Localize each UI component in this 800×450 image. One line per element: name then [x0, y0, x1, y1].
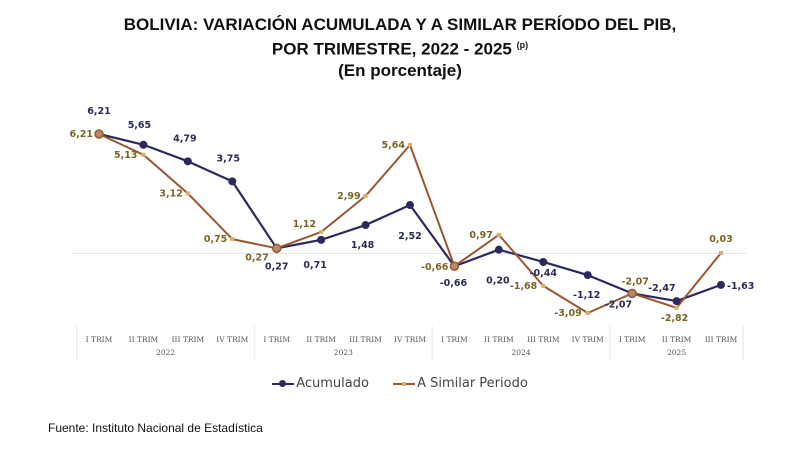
legend-marker-acumulado — [279, 379, 287, 387]
data-point-similar — [496, 232, 501, 237]
title-line-2-text: POR TRIMESTRE, 2022 - 2025 — [271, 39, 512, 59]
axis-category-label: IV TRIM — [572, 335, 604, 344]
data-point-acumulado — [317, 235, 326, 244]
data-point-similar — [363, 193, 368, 198]
data-label-similar: 6,21 — [70, 129, 93, 140]
data-point-similar — [674, 305, 679, 310]
data-label-similar: -3,09 — [554, 308, 581, 319]
legend-marker-similar — [402, 381, 407, 386]
data-label-acumulado: -1,63 — [727, 281, 754, 292]
axis-category-label: II TRIM — [484, 335, 514, 344]
axis-category-label: I TRIM — [263, 335, 290, 344]
chart-legend: Acumulado A Similar Periodo — [0, 376, 800, 393]
data-point-acumulado — [539, 257, 548, 266]
axis-year-label: 2022 — [156, 348, 175, 357]
legend-swatch-acumulado — [272, 379, 295, 389]
title-line-3: (En porcentaje) — [338, 60, 462, 80]
title-superscript: (p) — [516, 40, 529, 50]
data-label-acumulado: 1,48 — [351, 240, 375, 251]
data-label-acumulado: 2,52 — [398, 231, 421, 242]
axis-category-label: III TRIM — [705, 335, 738, 344]
data-point-acumulado — [183, 157, 192, 166]
source-note: Fuente: Instituto Nacional de Estadístic… — [48, 421, 263, 435]
data-point-similar — [408, 142, 412, 147]
legend-item-acumulado[interactable]: Acumulado — [272, 376, 369, 391]
axis-category-label: I TRIM — [619, 335, 646, 344]
axis-year-label: 2024 — [512, 348, 531, 357]
data-label-similar: 1,12 — [293, 219, 316, 230]
data-point-similar — [230, 237, 235, 242]
data-label-acumulado: -2,47 — [648, 283, 675, 294]
data-label-similar: 0,03 — [709, 234, 732, 245]
legend-swatch-similar — [393, 379, 416, 389]
data-point-acumulado — [672, 297, 681, 306]
axis-layer: 2022 2023 2024 2025 I TRIM II TRIM III TRIM IV … — [72, 253, 746, 360]
data-label-similar: 2,99 — [337, 191, 360, 202]
data-point-acumulado — [494, 245, 503, 254]
data-label-similar: -1,68 — [510, 281, 538, 292]
title-line-2: POR TRIMESTRE, 2022 - 2025 (p) — [0, 35, 800, 60]
data-point-shared — [627, 288, 637, 299]
data-label-acumulado: -1,12 — [573, 290, 600, 301]
data-point-acumulado — [139, 140, 148, 149]
data-label-acumulado: 3,75 — [217, 153, 240, 164]
data-point-shared — [271, 243, 282, 254]
axis-category-label: II TRIM — [306, 335, 336, 344]
data-point-similar — [185, 191, 190, 196]
data-label-similar: 0,75 — [204, 234, 227, 245]
data-label-acumulado: -0,44 — [530, 268, 558, 279]
data-label-similar: 5,64 — [382, 140, 406, 151]
data-point-shared — [94, 129, 104, 139]
data-label-acumulado: 0,71 — [303, 260, 326, 271]
axis-year-label: 2023 — [334, 348, 353, 357]
axis-category-label: III TRIM — [349, 335, 382, 344]
legend-label-similar: A Similar Periodo — [417, 376, 528, 391]
data-label-similar: 0,27 — [245, 252, 268, 263]
data-label-similar: 0,97 — [469, 230, 492, 241]
axis-category-label: II TRIM — [662, 335, 692, 344]
data-point-acumulado — [717, 280, 725, 289]
chart-title: BOLIVIA: VARIACIÓN ACUMULADA Y A SIMILAR… — [0, 14, 800, 81]
data-label-acumulado: 0,20 — [486, 276, 510, 287]
axis-category-label: III TRIM — [527, 335, 560, 344]
data-point-similar — [719, 250, 723, 255]
data-label-acumulado: -0,66 — [440, 278, 468, 289]
title-line-1: BOLIVIA: VARIACIÓN ACUMULADA Y A SIMILAR… — [123, 15, 677, 34]
data-point-shared — [449, 261, 460, 271]
data-point-acumulado — [361, 221, 370, 230]
axis-category-label: I TRIM — [441, 335, 468, 344]
legend-label-acumulado: Acumulado — [296, 376, 369, 391]
data-point-acumulado — [583, 271, 592, 280]
data-point-similar — [319, 229, 324, 234]
axis-category-label: II TRIM — [129, 335, 159, 344]
axis-category-label: IV TRIM — [216, 335, 248, 344]
data-label-similar: -0,66 — [421, 262, 449, 273]
series-layer — [94, 129, 725, 315]
data-label-acumulado: 4,79 — [173, 133, 196, 144]
data-label-similar: 5,13 — [114, 150, 137, 161]
data-label-similar: 3,12 — [159, 188, 182, 199]
axis-category-label: IV TRIM — [394, 335, 426, 344]
legend-item-similar[interactable]: A Similar Periodo — [393, 376, 528, 391]
data-label-similar: -2,07 — [621, 276, 648, 287]
axis-category-label: III TRIM — [172, 335, 205, 344]
data-label-similar: -2,82 — [661, 313, 688, 324]
data-point-acumulado — [406, 201, 414, 210]
data-label-acumulado: 5,65 — [128, 120, 151, 131]
data-point-similar — [585, 311, 590, 315]
axis-category-label: I TRIM — [86, 335, 113, 344]
data-label-acumulado: 0,27 — [265, 261, 288, 272]
data-label-acumulado: -2,07 — [605, 299, 632, 310]
axis-year-label: 2025 — [667, 348, 686, 357]
data-point-similar — [141, 152, 146, 157]
data-point-similar — [541, 283, 546, 288]
data-label-acumulado: 6,21 — [87, 106, 110, 117]
data-point-acumulado — [228, 177, 237, 186]
label-layer: 6,21 5,65 4,79 3,75 0,27 0,71 1,48 2,52 -0,66 0,2… — [70, 106, 755, 324]
